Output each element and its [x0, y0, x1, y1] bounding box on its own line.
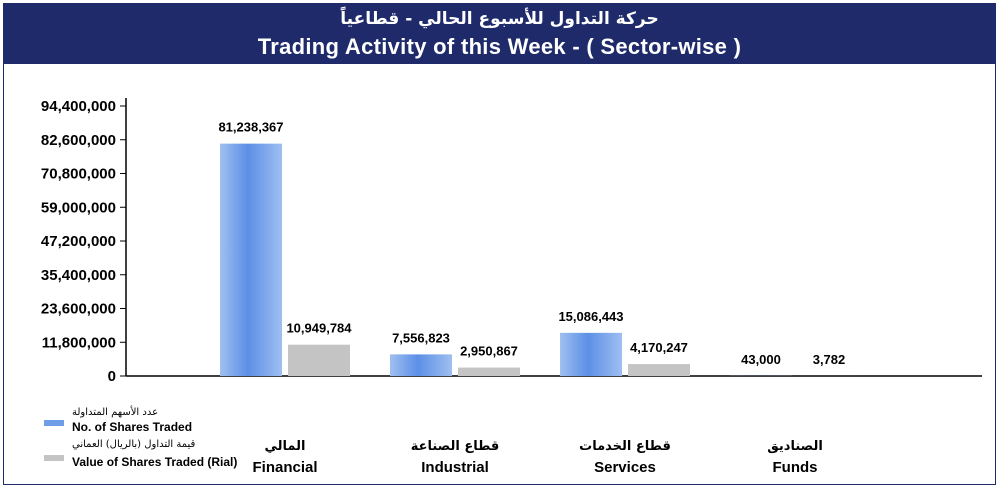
chart-frame: [3, 3, 996, 485]
legend-label-english: Value of Shares Traded (Rial): [72, 455, 237, 469]
data-label: 43,000: [741, 352, 781, 367]
chart-legend: عدد الأسهم المتداولة No. of Shares Traded…: [44, 405, 237, 469]
data-label: 4,170,247: [630, 340, 688, 355]
category-label-english: Services: [594, 459, 656, 476]
category-label-english: Industrial: [421, 459, 489, 476]
category-label-arabic: قطاع الصناعة: [411, 439, 500, 454]
legend-label-arabic: عدد الأسهم المتداولة: [72, 405, 158, 418]
data-label: 10,949,784: [286, 321, 352, 336]
bar-shares-traded: [220, 143, 282, 376]
category-label-english: Funds: [773, 459, 818, 476]
chart-title-english: Trading Activity of this Week - ( Sector…: [257, 34, 742, 59]
legend-label-arabic: قيمة التداول (بالريال) العماني: [72, 439, 196, 450]
category-label-arabic: قطاع الخدمات: [579, 439, 671, 454]
category-label-english: Financial: [252, 459, 317, 476]
y-tick-label: 11,800,000: [42, 334, 116, 351]
bar-value-traded: [288, 344, 350, 376]
y-tick-label: 0: [108, 368, 116, 385]
bar-shares-traded: [390, 354, 452, 376]
data-label: 2,950,867: [460, 344, 518, 359]
category-label-arabic: الصناديق: [767, 439, 823, 454]
legend-swatch: [44, 455, 64, 461]
y-tick-label: 35,400,000: [41, 267, 116, 284]
data-label: 7,556,823: [392, 330, 450, 345]
y-tick-label: 82,600,000: [41, 132, 116, 149]
legend-label-english: No. of Shares Traded: [72, 420, 192, 434]
data-label: 3,782: [813, 352, 846, 367]
data-label: 81,238,367: [218, 120, 283, 135]
y-tick-label: 94,400,000: [41, 98, 116, 115]
y-tick-label: 70,800,000: [41, 166, 116, 183]
y-tick-label: 59,000,000: [41, 199, 116, 216]
data-label: 15,086,443: [558, 309, 623, 324]
y-tick-label: 47,200,000: [41, 233, 116, 250]
category-label-arabic: المالي: [265, 439, 306, 454]
bar-shares-traded: [560, 332, 622, 376]
legend-swatch: [44, 420, 64, 426]
y-tick-label: 23,600,000: [41, 301, 116, 318]
chart-header: حركة التداول للأسبوع الحالي - قطاعياً Tr…: [4, 4, 995, 64]
bar-value-traded: [628, 364, 690, 376]
bar-value-traded: [458, 367, 520, 376]
chart-title-arabic: حركة التداول للأسبوع الحالي - قطاعياً: [340, 9, 659, 29]
